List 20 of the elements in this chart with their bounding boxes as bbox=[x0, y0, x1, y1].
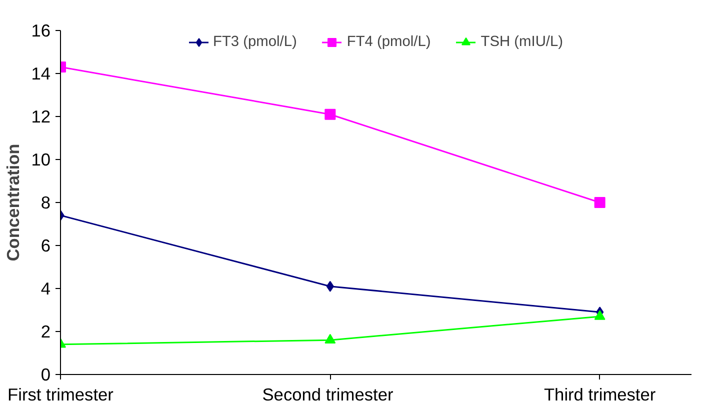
y-tick-label: 10 bbox=[31, 150, 51, 170]
point bbox=[324, 108, 336, 120]
y-tick-label: 12 bbox=[31, 106, 51, 126]
y-tick-label: 14 bbox=[31, 64, 51, 84]
point bbox=[324, 334, 336, 344]
point bbox=[594, 197, 606, 208]
y-tick-label: 4 bbox=[40, 278, 51, 298]
x-tick-label: First trimester bbox=[8, 384, 114, 404]
y-tick-label: 8 bbox=[40, 192, 51, 212]
legend-label: TSH (mIU/L) bbox=[480, 34, 564, 50]
legend-label: FT3 (pmol/L) bbox=[212, 34, 297, 50]
x-tick-label: Third trimester bbox=[544, 384, 656, 404]
y-axis-title: Concentration bbox=[3, 144, 24, 262]
x-tick-label: Second trimester bbox=[262, 384, 394, 404]
legend-label: FT4 (pmol/L) bbox=[346, 34, 431, 50]
y-tick-label: 6 bbox=[40, 236, 51, 256]
y-tick-label: 16 bbox=[31, 20, 51, 40]
y-tick-label: 0 bbox=[40, 364, 51, 384]
y-tick-label: 2 bbox=[40, 322, 51, 342]
point bbox=[594, 310, 606, 320]
